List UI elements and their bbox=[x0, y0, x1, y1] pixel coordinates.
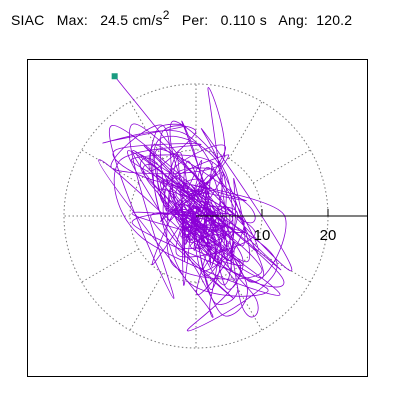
radial-axis bbox=[196, 209, 367, 217]
max-value: 24.5 bbox=[100, 12, 129, 28]
grid-spoke-210 bbox=[81, 248, 140, 283]
max-unit: cm/s bbox=[132, 12, 163, 28]
start-marker bbox=[111, 73, 118, 80]
plot-frame bbox=[27, 59, 368, 377]
start-marker-square bbox=[111, 73, 118, 80]
particle-motion-trace bbox=[98, 75, 293, 332]
grid-spoke-240 bbox=[129, 272, 164, 331]
radial-tick-labels: 10 20 bbox=[254, 227, 337, 244]
trace-path bbox=[98, 75, 293, 332]
radial-tick-label-10: 10 bbox=[254, 227, 271, 244]
grid-spoke-60 bbox=[228, 101, 263, 160]
ang-value: 120.2 bbox=[316, 12, 353, 28]
ang-label: Ang: bbox=[278, 12, 309, 28]
grid-spoke-30 bbox=[252, 149, 311, 184]
station-code: SIAC bbox=[11, 12, 45, 28]
radial-tick-label-20: 20 bbox=[320, 227, 337, 244]
max-label: Max: bbox=[56, 12, 88, 28]
grid-spoke-300 bbox=[228, 272, 263, 331]
per-label: Per: bbox=[181, 12, 209, 28]
chart-title: SIAC Max: 24.5 cm/s2 Per: 0.110 s Ang: 1… bbox=[11, 8, 353, 38]
per-value: 0.110 s bbox=[220, 12, 267, 28]
grid-spoke-330 bbox=[252, 248, 311, 283]
max-unit-exponent: 2 bbox=[162, 8, 170, 22]
